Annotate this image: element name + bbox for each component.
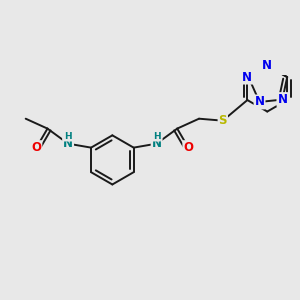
Text: N: N	[63, 137, 73, 150]
Text: N: N	[242, 70, 252, 84]
Text: H: H	[153, 132, 160, 141]
Text: O: O	[32, 141, 41, 154]
Text: N: N	[262, 59, 272, 72]
Text: N: N	[152, 137, 162, 150]
Text: N: N	[254, 95, 265, 109]
Text: O: O	[183, 141, 193, 154]
Text: N: N	[278, 93, 287, 106]
Text: H: H	[64, 132, 72, 141]
Text: S: S	[218, 114, 227, 127]
